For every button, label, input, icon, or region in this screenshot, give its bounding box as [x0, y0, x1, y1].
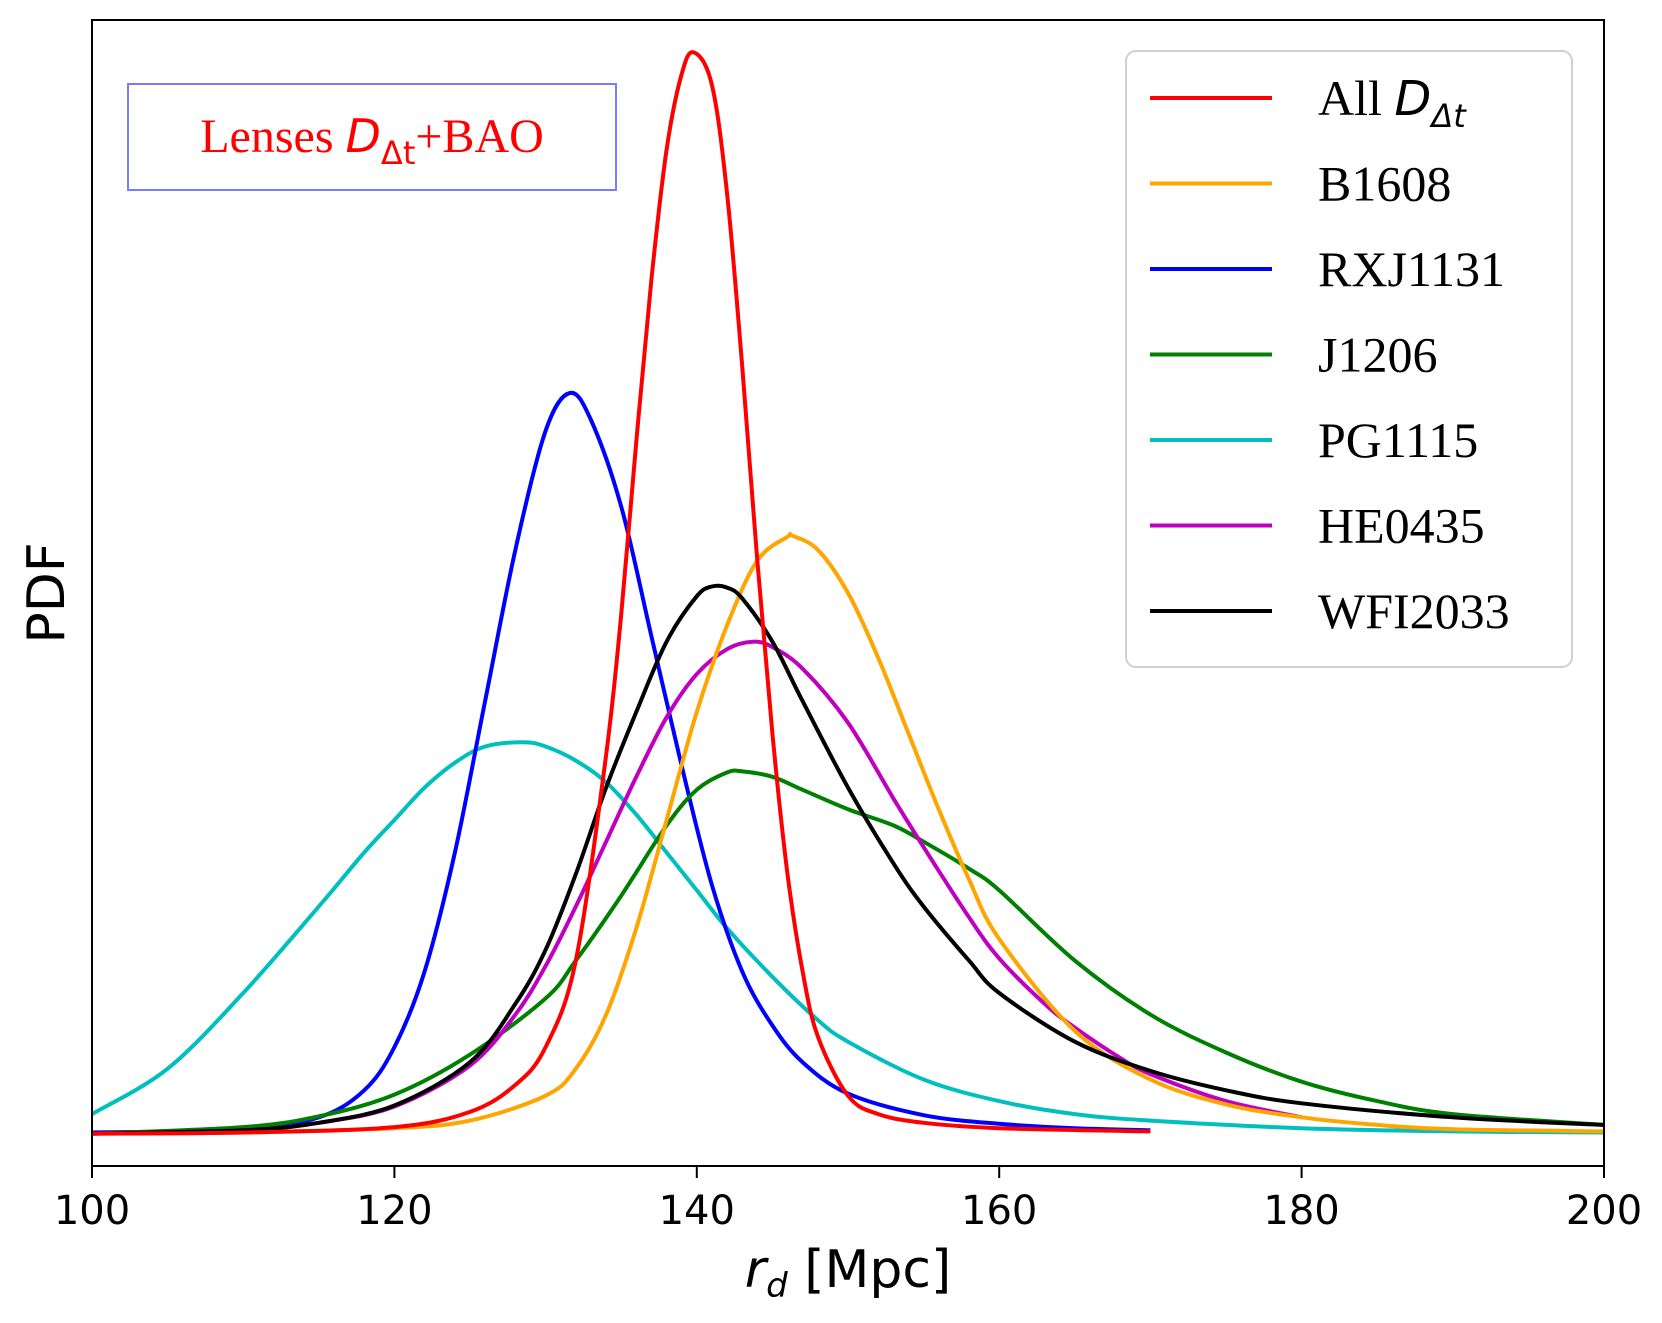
legend-label-pg1115: PG1115 — [1318, 412, 1478, 468]
series-line-j1206 — [91, 768, 1605, 1136]
legend-label-b1608: B1608 — [1318, 156, 1451, 212]
annotation-text: Lenses DΔt+BAO — [200, 109, 544, 172]
x-tick-label-200: 200 — [1566, 1188, 1642, 1234]
legend-label-he0435: HE0435 — [1318, 498, 1485, 554]
plot-frame — [91, 19, 1605, 1167]
series-line-wfi2033 — [91, 583, 1605, 1136]
annotation-frame — [127, 83, 617, 191]
legend-label-rxj1131: RXJ1131 — [1318, 241, 1505, 297]
series-layer — [90, 50, 1605, 1136]
annotation-box: Lenses DΔt+BAO — [127, 83, 617, 191]
x-tick-label-160: 160 — [961, 1188, 1037, 1234]
x-tick-label-120: 120 — [356, 1188, 432, 1234]
x-tick-label-180: 180 — [1263, 1188, 1339, 1234]
x-axis: 100 120 140 160 180 200 — [54, 1166, 1642, 1234]
x-tick-label-140: 140 — [659, 1188, 735, 1234]
legend-frame — [1125, 50, 1573, 668]
series-line-rxj1131 — [91, 390, 1151, 1135]
series-line-b1608 — [91, 531, 1605, 1136]
legend: All DΔt B1608 RXJ1131 J1206 PG1115 HE0435 WFI2… — [1125, 50, 1573, 668]
x-axis-label: rd [Mpc] — [745, 1240, 952, 1306]
series-line-all-d-t — [91, 50, 1151, 1136]
series-line-pg1115 — [90, 740, 1605, 1135]
legend-label-wfi2033: WFI2033 — [1318, 583, 1510, 639]
legend-label-j1206: J1206 — [1318, 327, 1437, 383]
x-tick-label-100: 100 — [54, 1188, 130, 1234]
legend-label-all-d-t: All DΔt — [1318, 70, 1467, 135]
y-axis-label: PDF — [17, 542, 77, 643]
